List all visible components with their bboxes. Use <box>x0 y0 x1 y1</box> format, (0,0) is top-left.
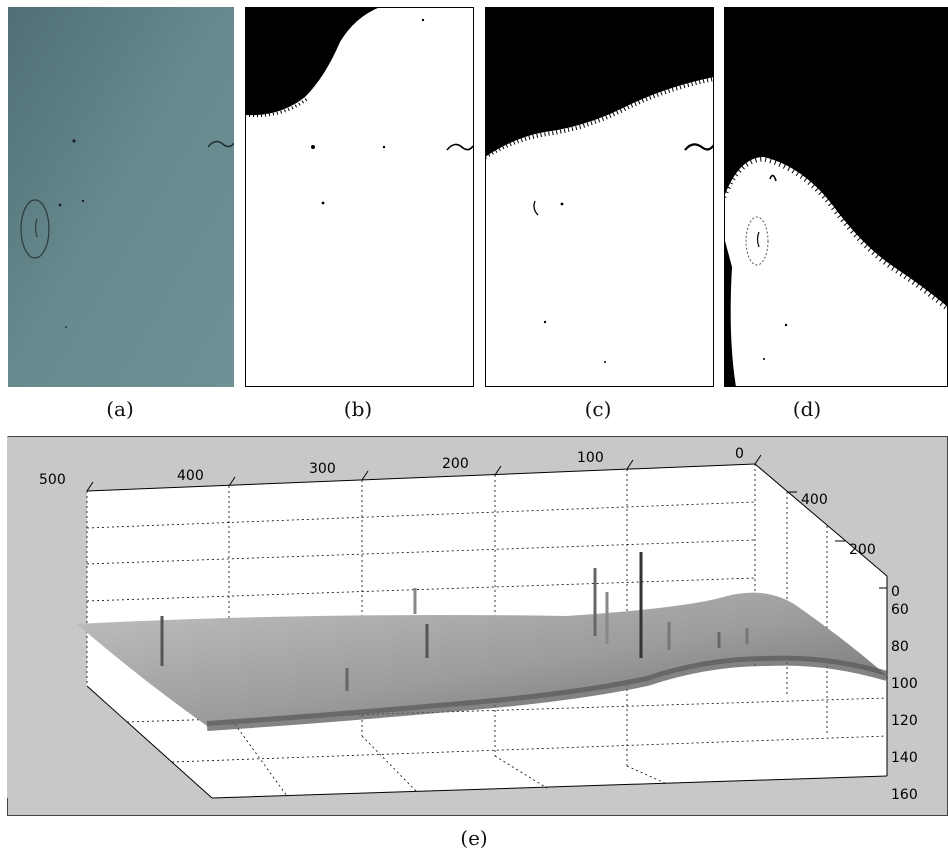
caption-d: (d) <box>792 397 822 421</box>
panel-e-surface-plot: 500 400 300 200 100 0 400 200 0 60 80 10… <box>7 436 948 816</box>
caption-c: (c) <box>584 397 612 421</box>
x-tick-500: 500 <box>39 472 66 488</box>
x-tick-400: 400 <box>177 468 204 484</box>
panel-c-threshold <box>485 7 714 387</box>
caption-b: (b) <box>343 397 373 421</box>
z-tick-140: 140 <box>891 750 918 766</box>
z-tick-160: 160 <box>891 787 918 803</box>
caption-a: (a) <box>106 397 134 421</box>
x-tick-100: 100 <box>577 450 604 466</box>
x-tick-0: 0 <box>735 446 744 462</box>
z-tick-120: 120 <box>891 713 918 729</box>
y-tick-0: 0 <box>891 584 900 600</box>
x-tick-300: 300 <box>309 461 336 477</box>
panel-b-threshold <box>245 7 474 387</box>
y-tick-200: 200 <box>849 542 876 558</box>
caption-e: (e) <box>460 826 488 850</box>
x-tick-200: 200 <box>442 456 469 472</box>
panel-d-threshold <box>724 7 948 387</box>
y-tick-400: 400 <box>801 492 828 508</box>
z-tick-100: 100 <box>891 676 918 692</box>
z-tick-60: 60 <box>891 602 909 618</box>
panel-a-photo <box>8 7 234 387</box>
z-tick-80: 80 <box>891 639 909 655</box>
